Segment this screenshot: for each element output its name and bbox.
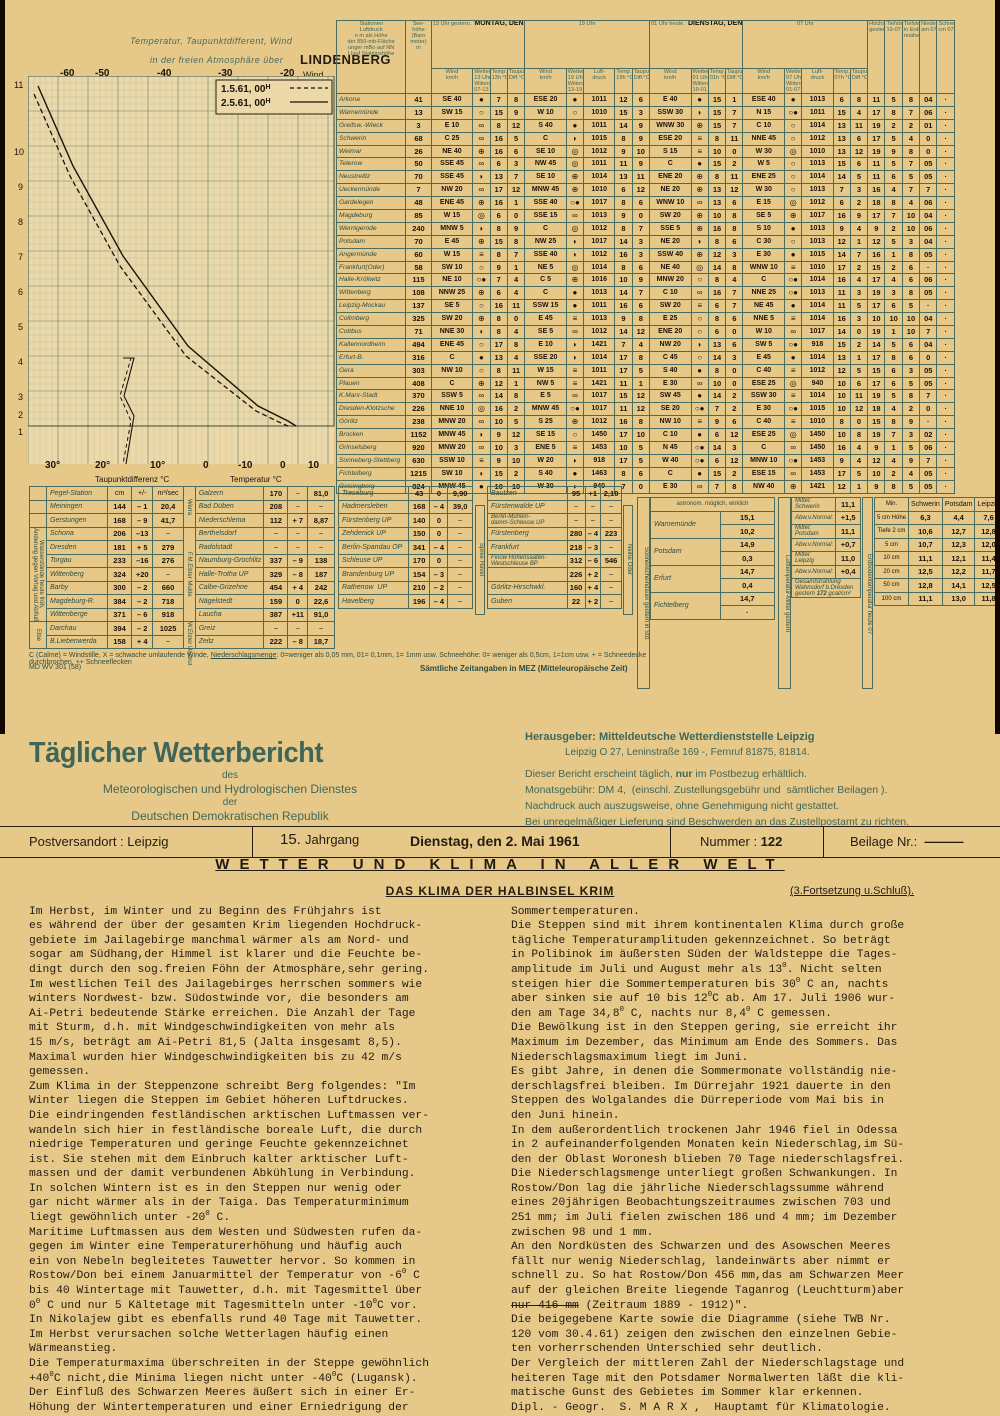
- svg-text:2.5.61, 00H: 2.5.61, 00H: [221, 98, 271, 109]
- svg-text:1.5.61, 00H: 1.5.61, 00H: [221, 84, 271, 95]
